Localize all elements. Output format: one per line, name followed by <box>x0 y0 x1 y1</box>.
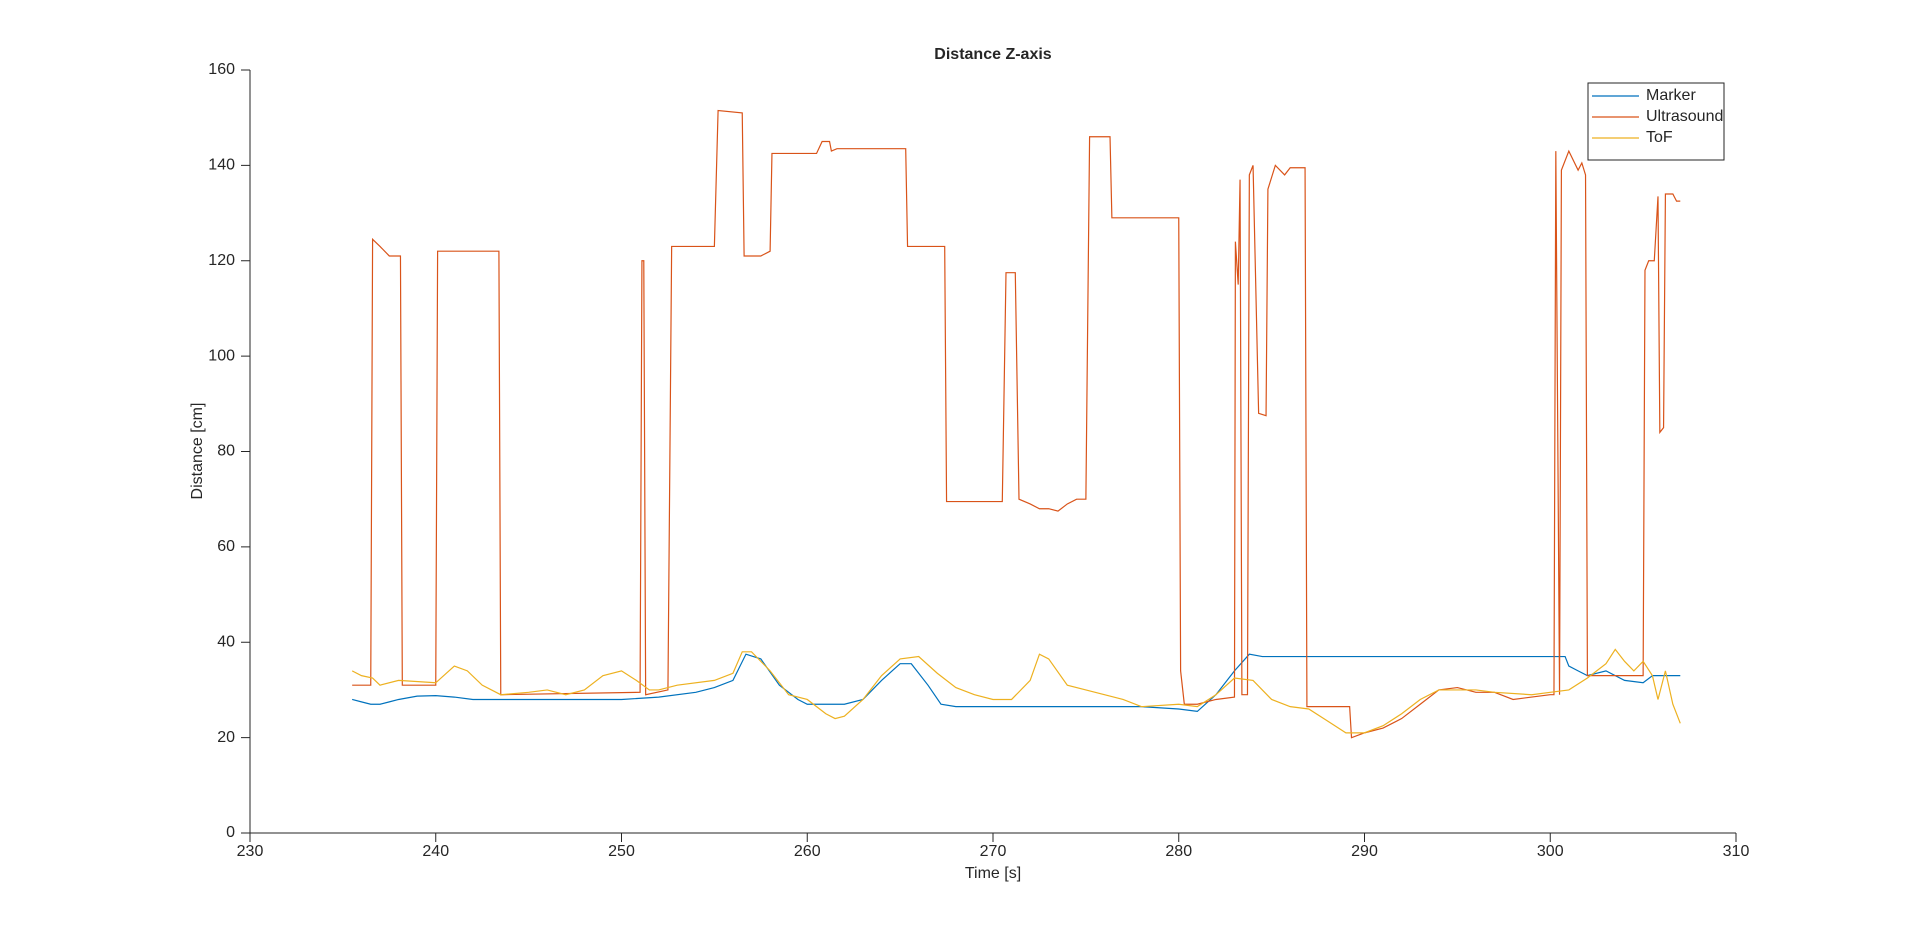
legend-label: Ultrasound <box>1646 108 1723 125</box>
y-tick-label: 120 <box>208 252 235 269</box>
x-tick-label: 260 <box>794 843 821 860</box>
y-tick-label: 20 <box>217 729 235 746</box>
x-axis-label: Time [s] <box>965 865 1021 882</box>
x-tick-label: 250 <box>608 843 635 860</box>
x-tick-label: 270 <box>980 843 1007 860</box>
data-line <box>352 109 1681 739</box>
data-line <box>351 648 1681 734</box>
x-tick-label: 310 <box>1723 843 1750 860</box>
x-tick-label: 290 <box>1351 843 1378 860</box>
y-tick-label: 160 <box>208 61 235 78</box>
y-axis-label: Distance [cm] <box>189 403 206 500</box>
x-tick-label: 240 <box>422 843 449 860</box>
x-tick-label: 280 <box>1165 843 1192 860</box>
y-tick-label: 140 <box>208 157 235 174</box>
x-tick-label: 230 <box>237 843 264 860</box>
chart-title: Distance Z-axis <box>934 46 1051 63</box>
y-tick-label: 60 <box>217 538 235 555</box>
y-tick-label: 0 <box>226 824 235 841</box>
y-tick-label: 80 <box>217 443 235 460</box>
y-tick-label: 100 <box>208 347 235 364</box>
data-line <box>352 653 1681 713</box>
x-tick-label: 300 <box>1537 843 1564 860</box>
legend-label: ToF <box>1646 129 1673 146</box>
y-tick-label: 40 <box>217 633 235 650</box>
legend-label: Marker <box>1646 87 1696 104</box>
